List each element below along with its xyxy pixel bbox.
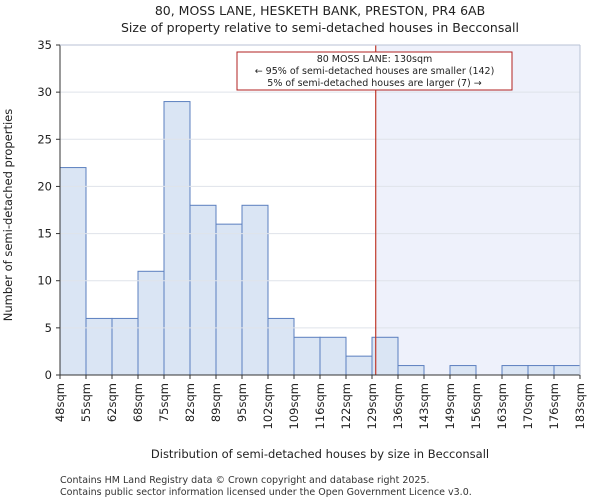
- footer-line-1: Contains HM Land Registry data © Crown c…: [60, 475, 430, 486]
- x-tick-label: 116sqm: [313, 383, 327, 429]
- x-tick-label: 102sqm: [261, 383, 275, 429]
- y-tick-label: 35: [37, 38, 52, 52]
- bar: [553, 365, 581, 376]
- annotation-line-1: 80 MOSS LANE: 130sqm: [317, 54, 433, 65]
- y-ticks: 0 5 10 15 20 25 30 35: [37, 38, 60, 382]
- x-tick-label: 163sqm: [495, 383, 509, 429]
- x-tick-label: 82sqm: [183, 383, 197, 422]
- x-ticks: 48sqm 55sqm 62sqm 68sqm 75sqm 82sqm 89sqm 95sqm…: [53, 375, 587, 429]
- y-axis-label: Number of semi-detached properties: [1, 109, 15, 321]
- x-tick-label: 136sqm: [391, 383, 405, 429]
- bar: [345, 355, 373, 376]
- x-tick-label: 183sqm: [573, 383, 587, 429]
- highlight-region: [375, 45, 580, 375]
- chart-subtitle: Size of property relative to semi-detach…: [121, 20, 519, 35]
- annotation-line-3: 5% of semi-detached houses are larger (7…: [267, 78, 481, 89]
- x-tick-label: 170sqm: [521, 383, 535, 429]
- x-tick-label: 109sqm: [287, 383, 301, 429]
- axes: [59, 44, 581, 376]
- bar: [111, 317, 139, 376]
- x-tick-label: 89sqm: [209, 383, 223, 422]
- y-tick-label: 30: [37, 85, 52, 99]
- bar: [319, 336, 347, 376]
- y-tick-label: 15: [37, 227, 52, 241]
- bar: [371, 336, 399, 376]
- bar: [397, 365, 425, 376]
- annotation-frame: [236, 51, 513, 91]
- bar: [85, 317, 113, 376]
- footer-line-2: Contains public sector information licen…: [60, 487, 472, 498]
- x-tick-label: 95sqm: [235, 383, 249, 422]
- x-tick-label: 68sqm: [131, 383, 145, 422]
- x-tick-label: 143sqm: [417, 383, 431, 429]
- x-tick-label: 122sqm: [339, 383, 353, 429]
- bar: [163, 101, 191, 376]
- x-tick-label: 176sqm: [547, 383, 561, 429]
- y-tick-label: 20: [37, 179, 52, 193]
- y-tick-label: 0: [45, 368, 52, 382]
- x-tick-label: 129sqm: [365, 383, 379, 429]
- bar: [293, 336, 321, 376]
- bar: [527, 365, 555, 376]
- bar: [501, 365, 529, 376]
- y-tick-label: 25: [37, 132, 52, 146]
- annotation-box: 80 MOSS LANE: 130sqm ← 95% of semi-detac…: [236, 51, 513, 91]
- x-tick-label: 156sqm: [469, 383, 483, 429]
- y-tick-label: 5: [45, 321, 52, 335]
- x-tick-label: 48sqm: [53, 383, 67, 422]
- bar: [215, 223, 243, 376]
- bar: [241, 204, 269, 376]
- x-tick-label: 55sqm: [79, 383, 93, 422]
- bar: [137, 270, 165, 376]
- chart-title: 80, MOSS LANE, HESKETH BANK, PRESTON, PR…: [155, 3, 485, 18]
- x-tick-label: 75sqm: [157, 383, 171, 422]
- bar: [189, 204, 217, 376]
- x-tick-label: 149sqm: [443, 383, 457, 429]
- bar: [267, 317, 295, 376]
- y-tick-label: 10: [37, 274, 52, 288]
- larger-region-shade: [375, 45, 580, 375]
- x-axis-label: Distribution of semi-detached houses by …: [151, 447, 489, 461]
- bar: [449, 365, 477, 376]
- x-tick-label: 62sqm: [105, 383, 119, 422]
- annotation-line-2: ← 95% of semi-detached houses are smalle…: [255, 66, 495, 77]
- bar: [59, 167, 87, 376]
